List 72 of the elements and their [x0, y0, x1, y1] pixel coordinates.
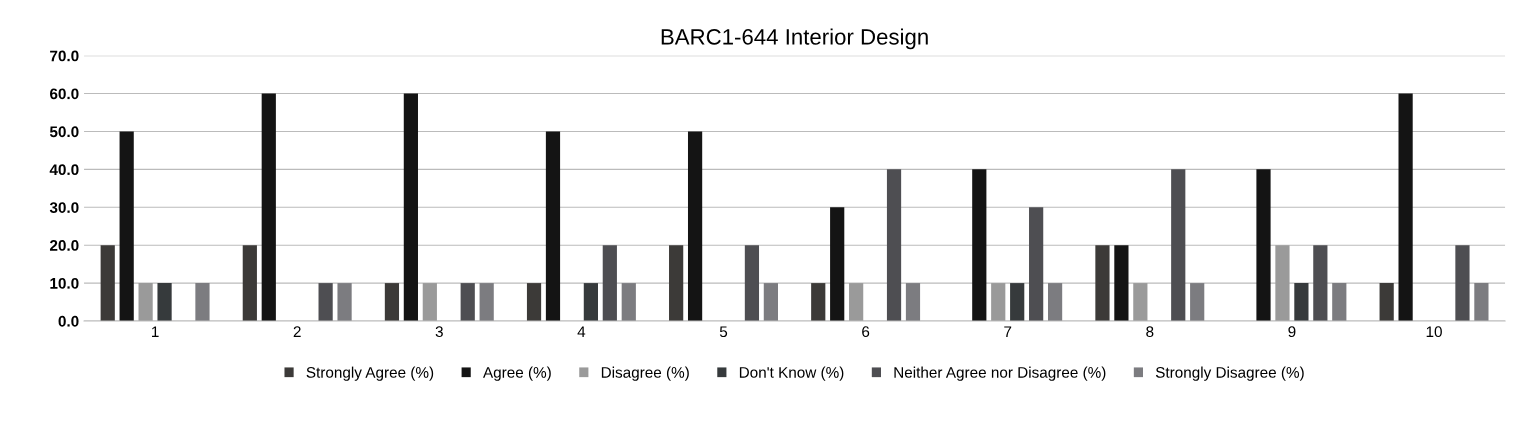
legend-label: Don't Know (%) [739, 366, 844, 381]
bar [669, 245, 684, 321]
bar [100, 245, 115, 321]
bar [157, 283, 172, 321]
bar [1294, 283, 1309, 321]
y-tick-label: 60.0 [50, 88, 79, 100]
x-tick-label: 6 [862, 326, 870, 338]
y-tick-label: 10.0 [50, 277, 79, 289]
bar [318, 283, 333, 321]
bar [991, 283, 1006, 321]
bar [1275, 245, 1290, 321]
bar [422, 283, 437, 321]
bar [972, 169, 987, 321]
bar [621, 283, 636, 321]
legend-label: Disagree (%) [601, 366, 689, 381]
bar [905, 283, 921, 321]
x-tick-label: 7 [1004, 326, 1012, 337]
bar [1133, 283, 1148, 321]
bar [479, 283, 494, 321]
y-tick-label: 70.0 [50, 50, 79, 62]
bar [1010, 283, 1025, 321]
y-tick-label: 40.0 [49, 164, 79, 176]
bar [261, 93, 276, 321]
bar [602, 245, 617, 321]
y-tick-label: 50.0 [49, 126, 79, 138]
bar [384, 283, 400, 321]
bar [1095, 245, 1110, 321]
bar [849, 283, 864, 321]
bar [119, 131, 134, 321]
bar [1379, 283, 1394, 321]
x-tick-label: 2 [293, 326, 301, 337]
bar [811, 283, 826, 321]
y-tick-label: 30.0 [49, 202, 79, 213]
x-tick-label: 5 [719, 326, 728, 338]
bar [1455, 245, 1470, 321]
legend-label: Strongly Disagree (%) [1155, 366, 1304, 381]
bar [1171, 169, 1186, 321]
bar [1047, 283, 1063, 321]
legend-label: Agree (%) [483, 366, 551, 381]
bar [460, 283, 475, 321]
x-tick-label: 9 [1288, 326, 1296, 338]
bar [545, 131, 561, 321]
bar [138, 283, 153, 321]
y-tick-label: 0.0 [58, 315, 79, 327]
bar [526, 283, 542, 321]
bar [886, 169, 902, 321]
bar [744, 245, 760, 321]
bar [242, 245, 257, 321]
y-tick-label: 20.0 [49, 240, 79, 251]
x-tick-label: 8 [1146, 326, 1154, 338]
bar [1474, 283, 1489, 321]
x-tick-label: 1 [152, 326, 159, 337]
bar [763, 283, 778, 321]
bar [1029, 207, 1044, 321]
x-tick-label: 10 [1426, 326, 1442, 338]
bar [830, 207, 845, 321]
bar [583, 283, 598, 321]
bar [687, 131, 703, 321]
bar [1256, 169, 1271, 321]
bar [1114, 245, 1129, 321]
bar [337, 283, 352, 321]
bar [1398, 93, 1413, 321]
bar [1313, 245, 1328, 321]
legend-label: Strongly Agree (%) [306, 366, 434, 381]
legend-label: Neither Agree nor Disagree (%) [894, 366, 1106, 381]
bar [403, 93, 418, 321]
bar [1190, 283, 1205, 321]
bar [195, 283, 210, 321]
x-tick-label: 3 [435, 326, 443, 338]
chart-title: BARC1-644 Interior Design [661, 28, 928, 50]
bar [1332, 283, 1347, 321]
x-tick-label: 4 [577, 326, 586, 337]
